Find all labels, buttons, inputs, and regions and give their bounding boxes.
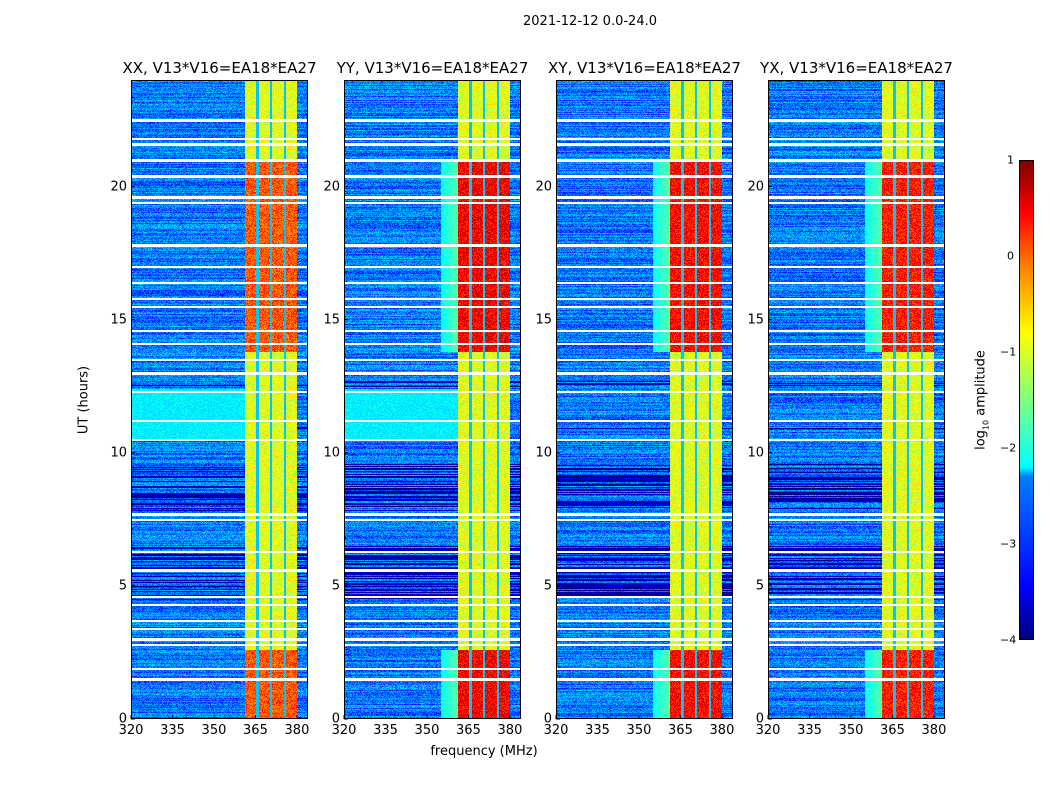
y-tick-label: 5 <box>331 578 340 594</box>
y-tick-label: 15 <box>110 312 127 328</box>
y-tick-label: 10 <box>110 445 127 461</box>
y-axis-label: UT (hours) <box>76 365 92 435</box>
axes-frame <box>555 80 733 720</box>
y-tick-label: 0 <box>118 711 127 727</box>
waterfall-panel <box>767 80 945 720</box>
y-tick-label: 5 <box>755 578 764 594</box>
panel-title: YX, V13*V16=EA18*EA27 <box>760 59 953 77</box>
x-tick-label: 335 <box>585 723 610 738</box>
heatmap-image <box>556 80 733 719</box>
figure-title: 2021-12-12 0.0-24.0 <box>523 14 657 29</box>
axes-frame <box>130 80 308 720</box>
y-tick-label: 10 <box>323 445 340 461</box>
waterfall-panel <box>343 80 521 720</box>
y-tick-label: 20 <box>747 179 764 194</box>
x-tick-label: 320 <box>755 723 781 738</box>
x-tick-label: 335 <box>797 723 822 738</box>
heatmap-image <box>131 80 308 719</box>
y-tick-label: 15 <box>747 312 764 328</box>
colorbar-tick-label: 1 <box>1007 153 1014 167</box>
axes-frame <box>343 80 521 720</box>
x-tick-label: 365 <box>880 723 905 738</box>
panel-title: YY, V13*V16=EA18*EA27 <box>336 59 529 77</box>
x-tick-label: 335 <box>160 723 185 738</box>
x-tick-label: 350 <box>838 723 864 738</box>
y-tick-label: 5 <box>543 578 552 594</box>
x-tick-label: 380 <box>284 723 310 738</box>
colorbar-tick-label: −4 <box>1000 633 1017 647</box>
y-tick-label: 20 <box>323 179 340 194</box>
waterfall-panel <box>555 80 733 720</box>
panel-title: XX, V13*V16=EA18*EA27 <box>122 59 317 77</box>
y-tick-label: 20 <box>110 179 127 194</box>
x-tick-label: 365 <box>456 723 481 738</box>
y-tick-label: 15 <box>535 312 552 328</box>
waterfall-panel <box>130 80 308 720</box>
y-tick-label: 5 <box>118 578 127 594</box>
x-tick-label: 380 <box>709 723 735 738</box>
y-tick-label: 0 <box>543 711 552 727</box>
colorbar <box>1019 160 1034 640</box>
colorbar-tick-label: 0 <box>1007 249 1014 263</box>
y-tick-label: 0 <box>331 711 340 727</box>
x-tick-label: 365 <box>668 723 693 738</box>
colorbar-label: log10 amplitude <box>973 350 991 450</box>
colorbar-tick-label: −3 <box>1000 537 1017 551</box>
colorbar-tick-label: −2 <box>1000 441 1017 455</box>
x-tick-label: 320 <box>118 723 144 738</box>
y-tick-label: 0 <box>755 711 764 727</box>
x-tick-label: 320 <box>543 723 569 738</box>
colorbar-tick-label: −1 <box>1000 345 1017 359</box>
x-tick-label: 380 <box>921 723 947 738</box>
x-tick-label: 320 <box>331 723 357 738</box>
heatmap-image <box>768 80 945 719</box>
y-tick-label: 15 <box>323 312 340 328</box>
x-tick-label: 350 <box>201 723 227 738</box>
axes-frame <box>767 80 945 720</box>
x-tick-label: 350 <box>626 723 652 738</box>
x-tick-label: 335 <box>373 723 398 738</box>
y-tick-label: 20 <box>535 179 552 194</box>
x-tick-label: 380 <box>497 723 523 738</box>
panel-title: XY, V13*V16=EA18*EA27 <box>548 59 741 77</box>
x-tick-label: 365 <box>243 723 268 738</box>
heatmap-image <box>344 80 521 719</box>
x-axis-label: frequency (MHz) <box>430 744 538 759</box>
y-tick-label: 10 <box>747 445 764 461</box>
x-tick-label: 350 <box>414 723 440 738</box>
y-tick-label: 10 <box>535 445 552 461</box>
